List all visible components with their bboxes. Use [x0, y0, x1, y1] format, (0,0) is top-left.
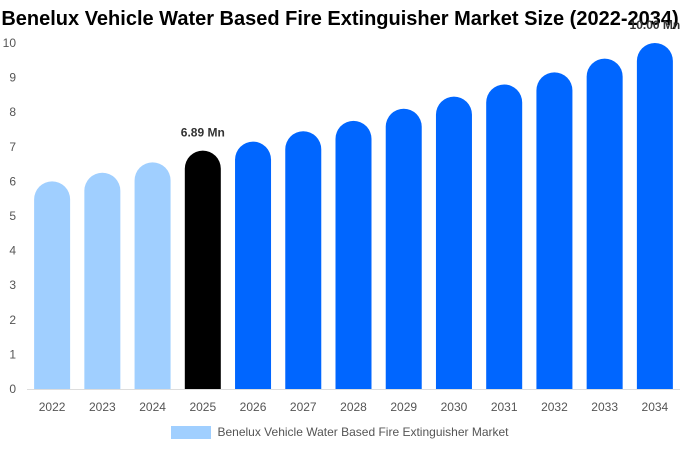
y-tick-label: 0: [9, 382, 16, 396]
bar-2034: [636, 43, 673, 389]
x-tick-label: 2026: [240, 400, 267, 414]
bar-2022: [34, 181, 71, 389]
y-tick-label: 8: [9, 105, 16, 119]
x-tick-label: 2032: [541, 400, 568, 414]
data-label-2034: 10.00 Mn: [630, 18, 680, 32]
legend-swatch: [171, 425, 212, 439]
bars: [34, 43, 673, 390]
bar-2031: [486, 84, 523, 390]
data-labels: 6.89 Mn 10.00 Mn: [181, 18, 680, 140]
data-label-2025: 6.89 Mn: [181, 126, 225, 140]
y-tick-label: 10: [3, 36, 17, 50]
bar-2023: [84, 172, 121, 389]
x-tick-label: 2033: [591, 400, 618, 414]
bar-2028: [335, 120, 372, 389]
x-tick-label: 2027: [290, 400, 317, 414]
y-tick-label: 4: [9, 244, 16, 258]
x-axis: 2022 2023 2024 2025 2026 2027 2028 2029 2030 2031…: [27, 389, 680, 414]
y-tick-label: 1: [9, 347, 16, 361]
bar-2027: [285, 131, 322, 390]
y-axis: 0 1 2 3 4 5 6 7 8 9 10: [3, 36, 17, 396]
x-tick-label: 2029: [390, 400, 417, 414]
x-tick-label: 2028: [340, 400, 367, 414]
bar-2025: [184, 150, 221, 389]
bar-2033: [586, 58, 623, 389]
bar-2026: [235, 141, 272, 389]
legend-label: Benelux Vehicle Water Based Fire Extingu…: [217, 425, 509, 439]
bar-2024: [134, 162, 171, 389]
chart-title: Benelux Vehicle Water Based Fire Extingu…: [1, 8, 679, 30]
y-tick-label: 2: [9, 313, 16, 327]
x-tick-label: 2023: [89, 400, 116, 414]
x-tick-label: 2030: [441, 400, 468, 414]
x-tick-label: 2022: [39, 400, 66, 414]
y-tick-label: 7: [9, 140, 16, 154]
x-tick-label: 2024: [139, 400, 166, 414]
legend: Benelux Vehicle Water Based Fire Extingu…: [0, 425, 680, 439]
y-tick-label: 5: [9, 209, 16, 223]
bar-2032: [536, 72, 573, 389]
bar-2029: [385, 108, 422, 390]
y-tick-label: 6: [9, 174, 16, 188]
x-tick-label: 2025: [189, 400, 216, 414]
x-tick-label: 2034: [642, 400, 669, 414]
x-tick-label: 2031: [491, 400, 518, 414]
y-tick-label: 9: [9, 71, 16, 85]
y-tick-label: 3: [9, 278, 16, 292]
bar-2030: [435, 96, 472, 389]
